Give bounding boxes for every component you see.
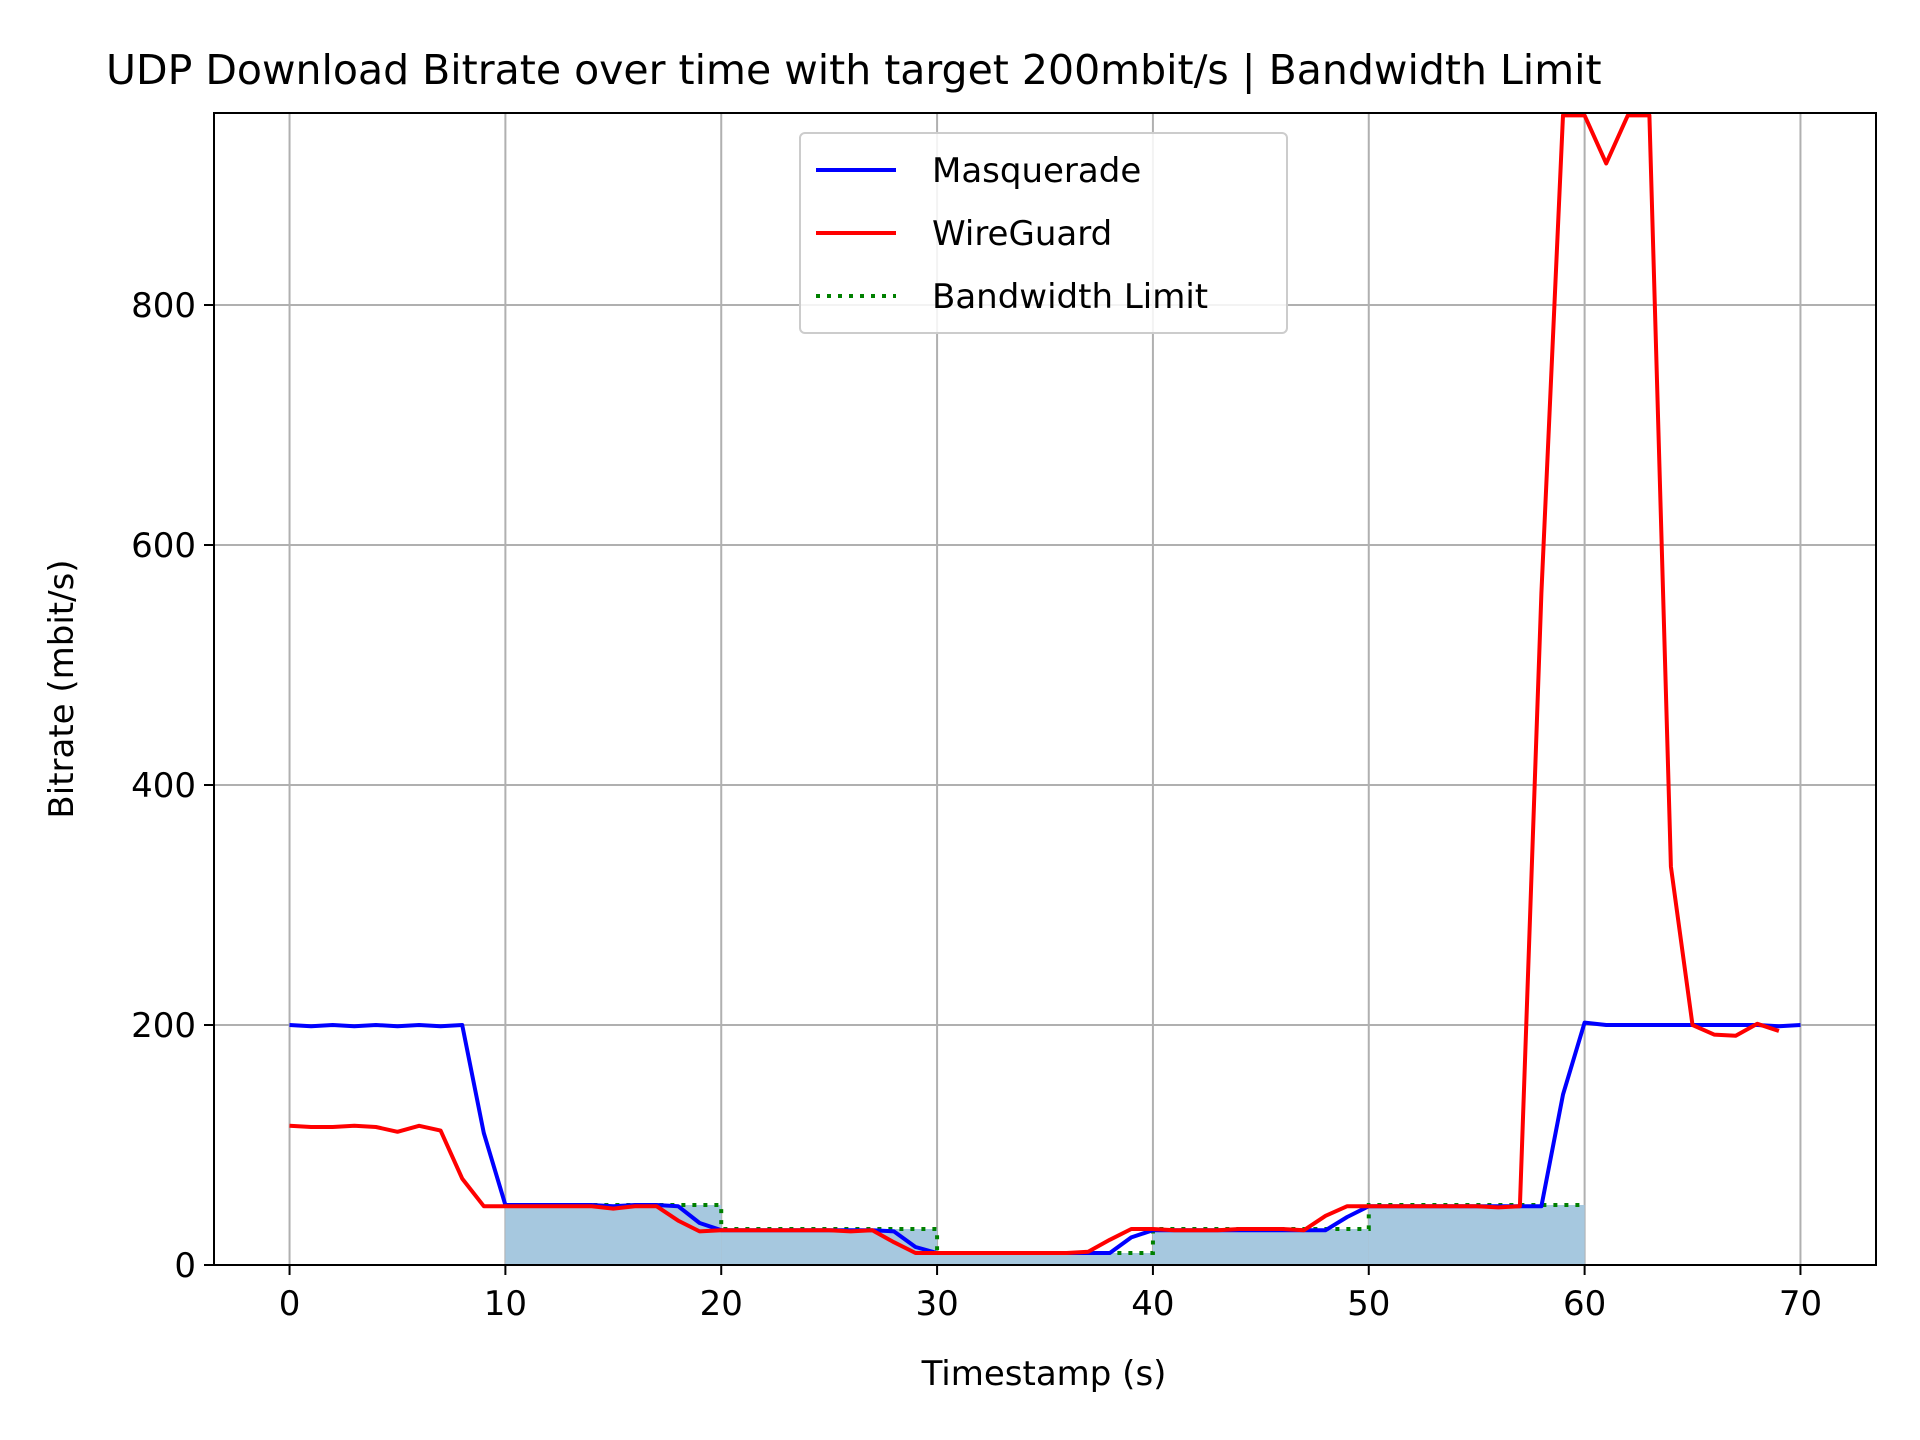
x-tick-label: 10	[484, 1284, 527, 1324]
y-axis-label: Bitrate (mbit/s)	[42, 559, 82, 818]
x-axis-label: Timestamp (s)	[921, 1354, 1167, 1394]
y-tick-label: 200	[131, 1006, 196, 1046]
bandwidth-fill-step	[1152, 1229, 1369, 1265]
legend-label: Masquerade	[932, 151, 1141, 191]
y-tick-label: 400	[131, 766, 196, 806]
x-tick-label: 20	[700, 1284, 743, 1324]
legend: Masquerade WireGuard Bandwidth Limit	[799, 132, 1288, 334]
y-tick-label: 0	[174, 1246, 196, 1286]
legend-label: WireGuard	[932, 214, 1112, 254]
x-tick-label: 60	[1563, 1284, 1606, 1324]
y-tick-label: 800	[131, 286, 196, 326]
bandwidth-fill-step	[1368, 1205, 1585, 1265]
bandwidth-fill-step	[937, 1253, 1153, 1265]
x-tick-label: 30	[915, 1284, 958, 1324]
chart-title: UDP Download Bitrate over time with targ…	[106, 46, 1602, 94]
x-tick-label: 40	[1131, 1284, 1174, 1324]
bandwidth-fill	[505, 1205, 1585, 1265]
y-tick-label: 600	[131, 526, 196, 566]
legend-box	[799, 132, 1288, 334]
x-tick-label: 0	[279, 1284, 301, 1324]
series-lines	[289, 113, 1801, 1255]
plot-frame	[213, 112, 1877, 1266]
bandwidth-fill-step	[505, 1205, 722, 1265]
series-line-wireguard	[289, 113, 1780, 1255]
legend-label: Bandwidth Limit	[932, 277, 1208, 317]
series-line-bandwidth-limit	[505, 1203, 1585, 1255]
x-tick-label: 70	[1779, 1284, 1822, 1324]
axis-ticks: 0 10 20 30 40 50 60 70 0 200 400 600 800	[131, 286, 1822, 1324]
x-tick-label: 50	[1347, 1284, 1390, 1324]
